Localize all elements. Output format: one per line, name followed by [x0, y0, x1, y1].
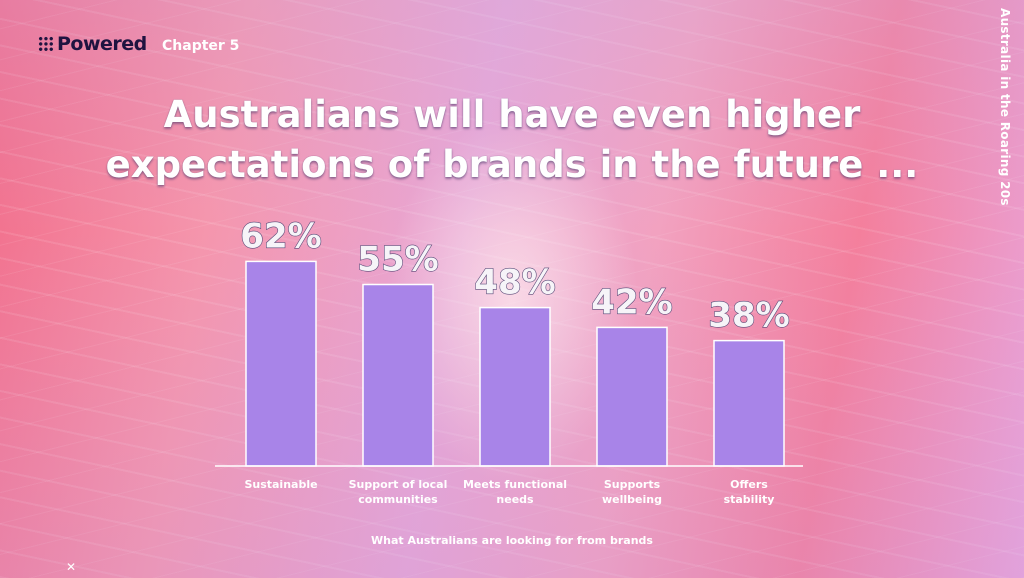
category-label-2-line-1: Support of local [349, 478, 448, 491]
category-label-5-line-1: Offers [730, 478, 768, 491]
value-label-1: 62% [240, 216, 321, 256]
logo-text: Powered [57, 33, 147, 55]
title-line-2: expectations of brands in the future ... [105, 143, 919, 186]
bar-3 [479, 306, 551, 467]
slide-title: Australians will have even higher expect… [0, 90, 1024, 190]
chart-caption: What Australians are looking for from br… [371, 534, 653, 547]
value-label-4: 42% [591, 282, 672, 322]
chapter-label: Chapter 5 [162, 38, 240, 54]
category-label-3-line-1: Meets functional [463, 478, 567, 491]
logo-dots-icon [38, 36, 54, 52]
bar-5 [713, 339, 785, 467]
bar-2 [362, 283, 434, 467]
value-label-3: 48% [474, 263, 555, 303]
logo: Powered [38, 33, 147, 55]
category-label-1-line-1: Sustainable [244, 478, 317, 491]
category-label-3-line-2: needs [496, 493, 534, 506]
category-label-4-line-2: wellbeing [602, 493, 662, 506]
bar-1 [245, 260, 317, 467]
side-title: Australia in the Roaring 20s [998, 8, 1012, 206]
close-icon[interactable]: ✕ [66, 560, 77, 574]
category-label-4-line-1: Supports [604, 478, 661, 491]
value-label-2: 55% [357, 240, 438, 280]
bar-4 [596, 326, 668, 467]
title-line-1: Australians will have even higher [163, 93, 861, 136]
category-label-5-line-2: stability [724, 493, 775, 506]
value-label-5: 38% [708, 296, 789, 336]
category-label-2-line-2: communities [358, 493, 438, 506]
